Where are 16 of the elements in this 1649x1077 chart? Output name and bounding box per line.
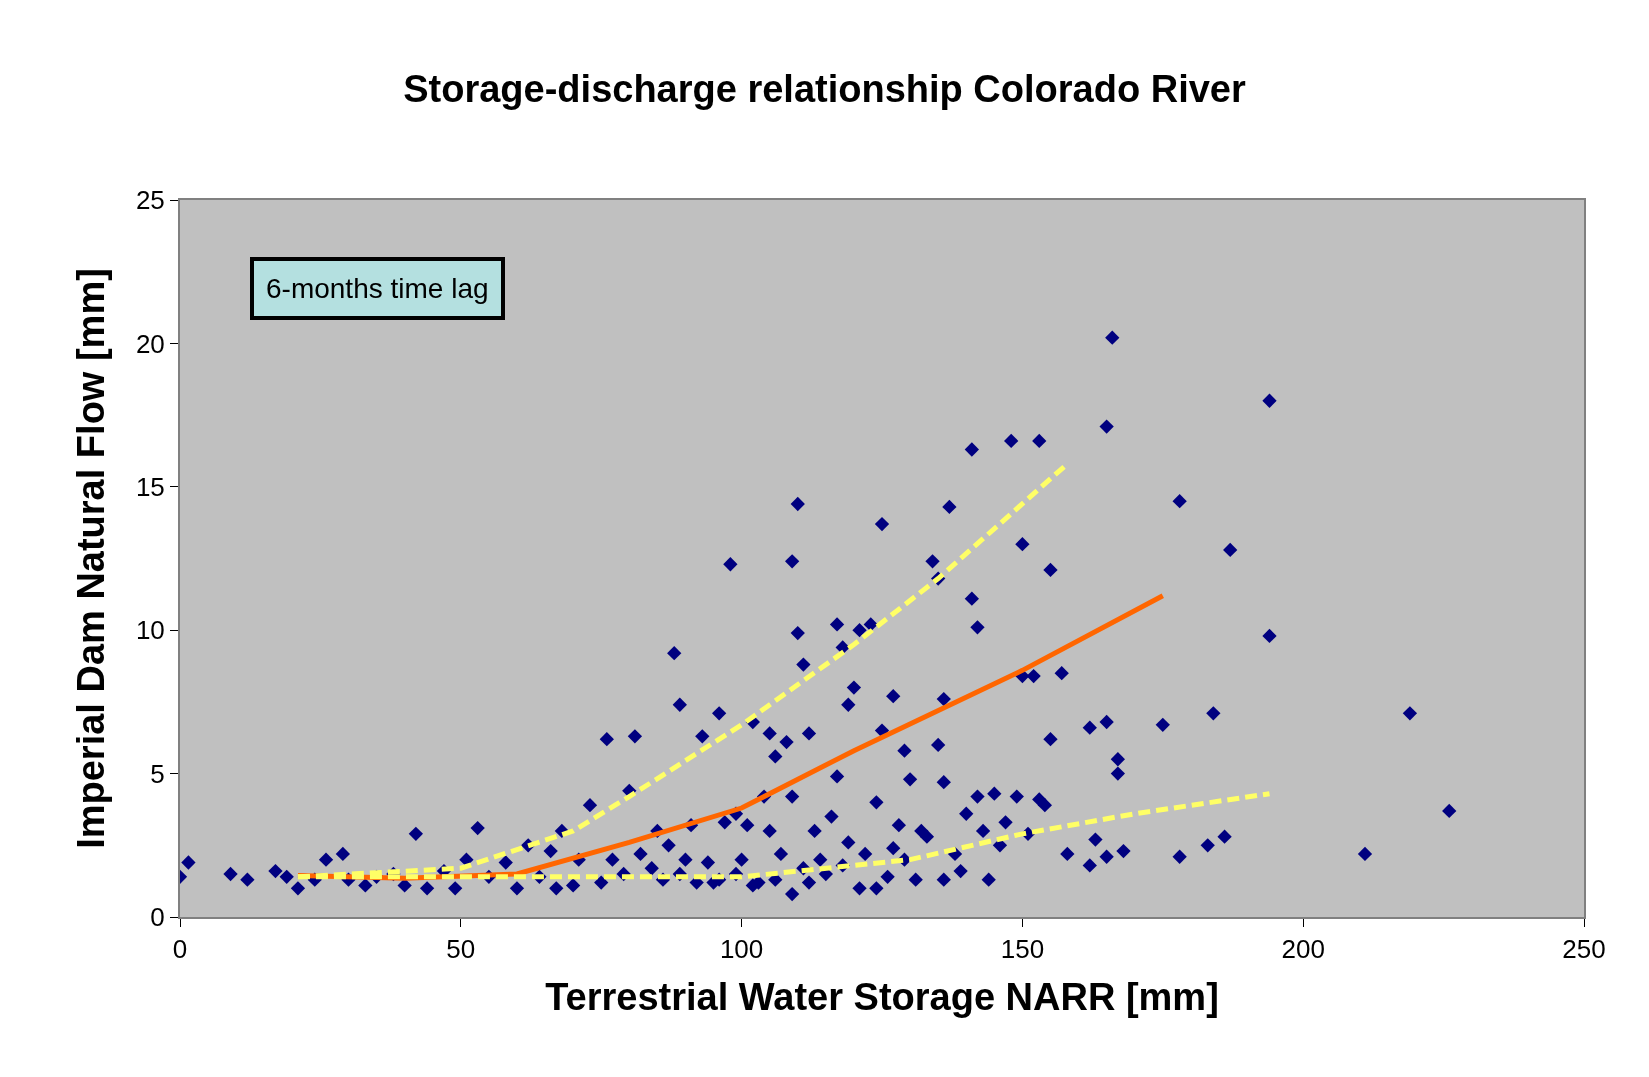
- x-tick-label: 0: [172, 934, 188, 965]
- y-tick-label: 5: [150, 758, 165, 789]
- x-tick-label: 250: [1562, 934, 1606, 965]
- x-tick-label: 200: [1281, 934, 1325, 965]
- y-tick-label: 0: [150, 902, 165, 933]
- y-tick-label: 20: [135, 328, 165, 359]
- annotation: 6-months time lag: [266, 273, 489, 304]
- y-tick-label: 25: [135, 185, 165, 216]
- y-axis-title: Imperial Dam Natural Flow [mm]: [69, 268, 112, 849]
- x-tick-label: 150: [1000, 934, 1045, 965]
- y-tick-label: 10: [135, 615, 165, 646]
- chart-title: Storage-discharge relationship Colorado River: [403, 67, 1246, 110]
- y-tick-label: 15: [135, 471, 165, 502]
- x-tick-label: 100: [719, 934, 764, 965]
- x-tick-label: 50: [446, 934, 476, 965]
- x-axis-title: Terrestrial Water Storage NARR [mm]: [545, 975, 1219, 1018]
